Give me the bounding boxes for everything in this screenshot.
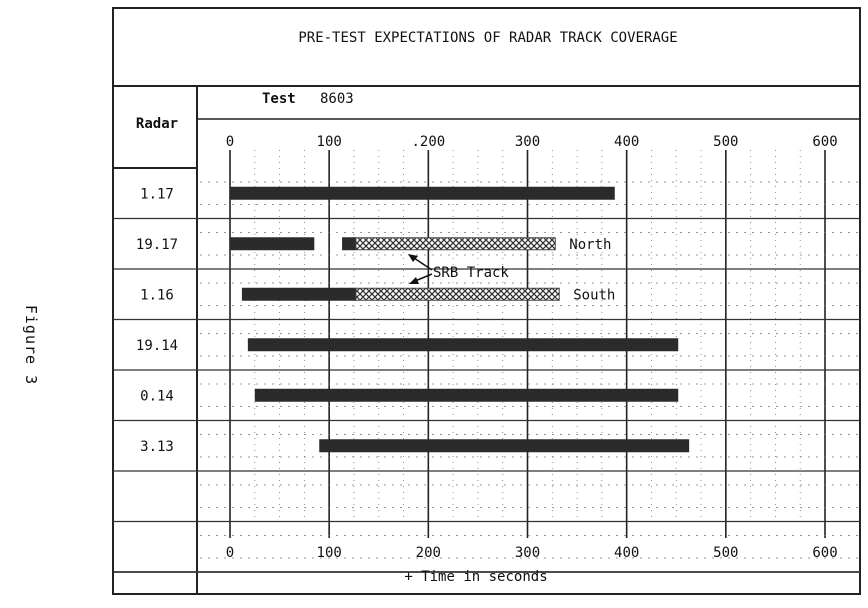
radar-label: 0.14 <box>140 388 174 404</box>
x-tick-label-bottom: 300 <box>515 545 540 561</box>
outer-frame <box>112 7 861 595</box>
coverage-bar <box>342 237 356 251</box>
x-tick-label-top: 600 <box>812 134 837 150</box>
grid <box>200 150 860 559</box>
x-tick-label-top: 0 <box>226 134 234 150</box>
coverage-bar <box>319 439 690 453</box>
x-tick-label-bottom: 0 <box>226 545 234 561</box>
x-tick-label-bottom: 400 <box>614 545 639 561</box>
tick-labels: 0 100 .200 300 400 500 600 0 100 200 300 400 500 600 <box>226 134 838 561</box>
bars <box>230 186 690 453</box>
srb-arrow-down <box>414 273 433 282</box>
srb-annotation-text: SRB Track <box>433 265 509 281</box>
srb-arrowhead-down <box>409 277 419 284</box>
chart-title: PRE-TEST EXPECTATIONS OF RADAR TRACK COV… <box>298 30 677 46</box>
coverage-bar-hatched <box>355 287 560 301</box>
x-tick-label-bottom: 200 <box>416 545 441 561</box>
x-tick-label-bottom: 500 <box>713 545 738 561</box>
bar-end-label: South <box>573 287 615 303</box>
x-tick-label-bottom: 600 <box>812 545 837 561</box>
radar-label: 19.14 <box>136 338 178 354</box>
srb-annotation: SRB Track <box>408 254 509 284</box>
radar-label: 19.17 <box>136 237 178 253</box>
x-tick-label-top: 400 <box>614 134 639 150</box>
coverage-bar <box>230 186 615 200</box>
coverage-bar-hatched <box>355 237 556 251</box>
row-dividers <box>113 217 860 573</box>
coverage-bar <box>230 237 315 251</box>
srb-arrowhead-up <box>408 254 418 262</box>
coverage-bar <box>254 388 679 402</box>
test-label: Test <box>262 91 296 107</box>
x-tick-label-top: 100 <box>317 134 342 150</box>
radar-label: 1.17 <box>140 186 174 202</box>
radar-header: Radar <box>136 116 178 132</box>
coverage-bar <box>247 338 679 352</box>
x-tick-label-top: 500 <box>713 134 738 150</box>
coverage-bar <box>241 287 356 301</box>
x-tick-label-top: 300 <box>515 134 540 150</box>
test-number: 8603 <box>320 91 354 107</box>
radar-label: 1.16 <box>140 287 174 303</box>
radar-label: 3.13 <box>140 439 174 455</box>
x-tick-label-bottom: 100 <box>317 545 342 561</box>
bar-end-label: North <box>569 237 611 253</box>
x-tick-label-top: .200 <box>411 134 445 150</box>
row-labels: 1.17 19.17 North 1.16 South 19.14 0.14 3.13 <box>136 186 615 455</box>
srb-arrow-up <box>413 257 433 271</box>
x-axis-label: + Time in seconds <box>404 569 547 585</box>
